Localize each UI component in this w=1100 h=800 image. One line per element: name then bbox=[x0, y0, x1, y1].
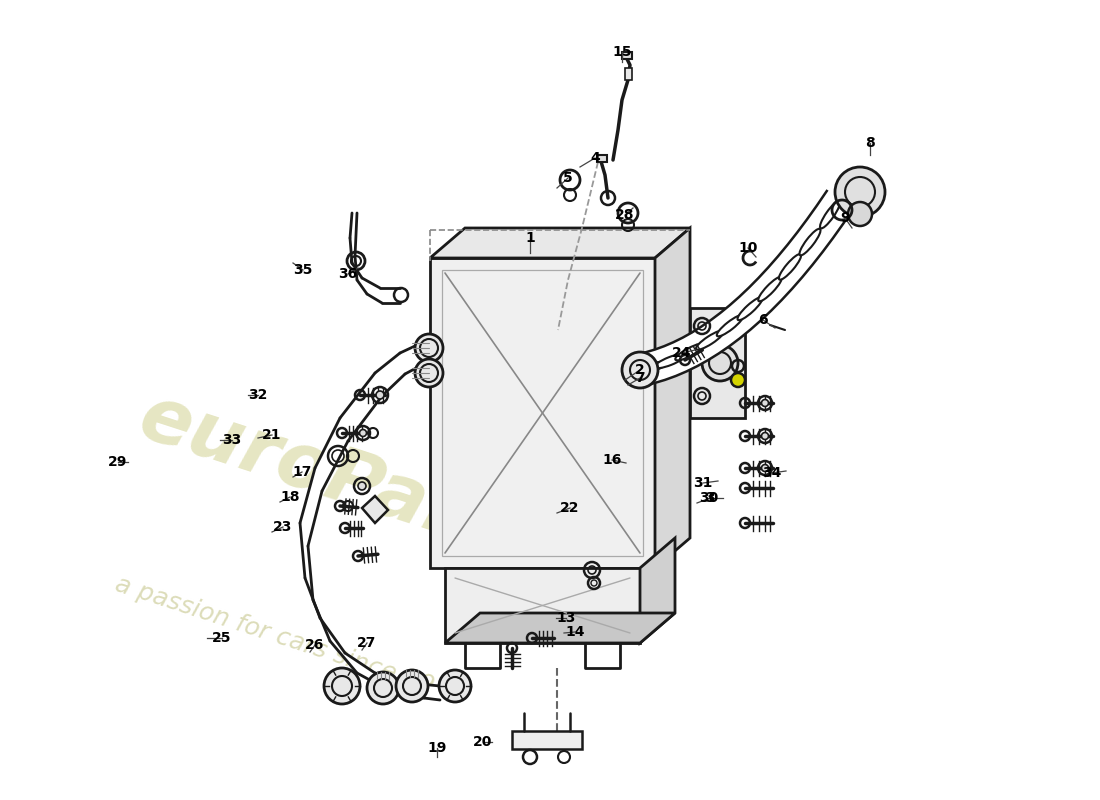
Bar bbox=[625, 68, 632, 80]
Text: a passion for cars since 1985: a passion for cars since 1985 bbox=[112, 572, 468, 708]
Ellipse shape bbox=[737, 297, 762, 320]
Text: 17: 17 bbox=[293, 465, 311, 479]
Polygon shape bbox=[640, 538, 675, 643]
Polygon shape bbox=[345, 653, 388, 690]
Text: 6: 6 bbox=[758, 313, 768, 327]
Bar bbox=[690, 308, 745, 418]
Polygon shape bbox=[375, 673, 424, 698]
Text: 32: 32 bbox=[249, 388, 267, 402]
Ellipse shape bbox=[779, 254, 801, 280]
Bar bbox=[512, 731, 582, 749]
Polygon shape bbox=[350, 238, 358, 280]
Ellipse shape bbox=[654, 354, 685, 368]
Text: 35: 35 bbox=[294, 263, 312, 277]
Text: 15: 15 bbox=[613, 45, 631, 59]
Polygon shape bbox=[362, 496, 388, 523]
Text: 36: 36 bbox=[339, 267, 358, 281]
Ellipse shape bbox=[820, 201, 840, 229]
Text: 2: 2 bbox=[635, 363, 645, 377]
Circle shape bbox=[761, 433, 769, 439]
Text: 28: 28 bbox=[615, 208, 635, 222]
Text: 3: 3 bbox=[705, 491, 715, 505]
Text: 7: 7 bbox=[635, 371, 645, 385]
Bar bbox=[430, 258, 654, 568]
Circle shape bbox=[761, 399, 769, 406]
Circle shape bbox=[324, 668, 360, 704]
Text: 24: 24 bbox=[672, 346, 692, 360]
Circle shape bbox=[367, 672, 399, 704]
Text: 23: 23 bbox=[273, 520, 293, 534]
Circle shape bbox=[621, 352, 658, 388]
Text: 25: 25 bbox=[212, 631, 232, 645]
Circle shape bbox=[702, 345, 738, 381]
Circle shape bbox=[396, 670, 428, 702]
Text: 29: 29 bbox=[108, 455, 128, 469]
Circle shape bbox=[360, 430, 366, 437]
Polygon shape bbox=[375, 353, 405, 396]
Polygon shape bbox=[340, 373, 382, 441]
Circle shape bbox=[415, 334, 443, 362]
Text: 26: 26 bbox=[306, 638, 324, 652]
Text: 14: 14 bbox=[565, 625, 585, 639]
Text: 4: 4 bbox=[590, 151, 600, 165]
Polygon shape bbox=[446, 613, 675, 643]
Text: euroParts: euroParts bbox=[130, 380, 550, 580]
Polygon shape bbox=[379, 288, 400, 303]
Text: 10: 10 bbox=[738, 241, 758, 255]
Text: 9: 9 bbox=[840, 211, 850, 225]
Ellipse shape bbox=[717, 315, 744, 336]
Text: 34: 34 bbox=[762, 466, 782, 480]
Text: 19: 19 bbox=[427, 741, 447, 755]
Polygon shape bbox=[350, 213, 358, 256]
Polygon shape bbox=[415, 346, 434, 366]
Text: 30: 30 bbox=[700, 491, 718, 505]
Polygon shape bbox=[362, 278, 382, 303]
Bar bbox=[621, 52, 632, 59]
Circle shape bbox=[376, 391, 384, 399]
Text: 13: 13 bbox=[557, 611, 575, 625]
Polygon shape bbox=[315, 418, 348, 491]
Text: 8: 8 bbox=[865, 136, 874, 150]
Text: 16: 16 bbox=[603, 453, 622, 467]
Text: 31: 31 bbox=[693, 476, 713, 490]
Polygon shape bbox=[430, 228, 690, 258]
Circle shape bbox=[439, 670, 471, 702]
Text: 1: 1 bbox=[525, 231, 535, 245]
Polygon shape bbox=[300, 468, 322, 546]
Polygon shape bbox=[410, 683, 440, 700]
Polygon shape bbox=[400, 346, 420, 374]
Bar bbox=[446, 568, 640, 643]
Polygon shape bbox=[352, 263, 367, 294]
Circle shape bbox=[358, 482, 366, 490]
Polygon shape bbox=[305, 578, 330, 641]
Polygon shape bbox=[654, 228, 690, 568]
Text: 18: 18 bbox=[280, 490, 299, 504]
Text: 22: 22 bbox=[560, 501, 580, 515]
Bar bbox=[597, 155, 607, 162]
Ellipse shape bbox=[696, 330, 724, 350]
Ellipse shape bbox=[634, 362, 665, 374]
Polygon shape bbox=[300, 523, 313, 600]
Bar bbox=[442, 270, 644, 556]
Text: 20: 20 bbox=[473, 735, 493, 749]
Circle shape bbox=[848, 202, 872, 226]
Circle shape bbox=[732, 373, 745, 387]
Text: 27: 27 bbox=[358, 636, 376, 650]
Ellipse shape bbox=[675, 343, 705, 360]
Polygon shape bbox=[637, 191, 854, 386]
Circle shape bbox=[761, 465, 769, 471]
Text: 21: 21 bbox=[262, 428, 282, 442]
Text: 5: 5 bbox=[563, 171, 573, 185]
Text: 33: 33 bbox=[222, 433, 242, 447]
Circle shape bbox=[415, 359, 443, 387]
Polygon shape bbox=[320, 618, 358, 673]
Ellipse shape bbox=[800, 229, 821, 255]
Circle shape bbox=[835, 167, 886, 217]
Ellipse shape bbox=[758, 277, 782, 302]
